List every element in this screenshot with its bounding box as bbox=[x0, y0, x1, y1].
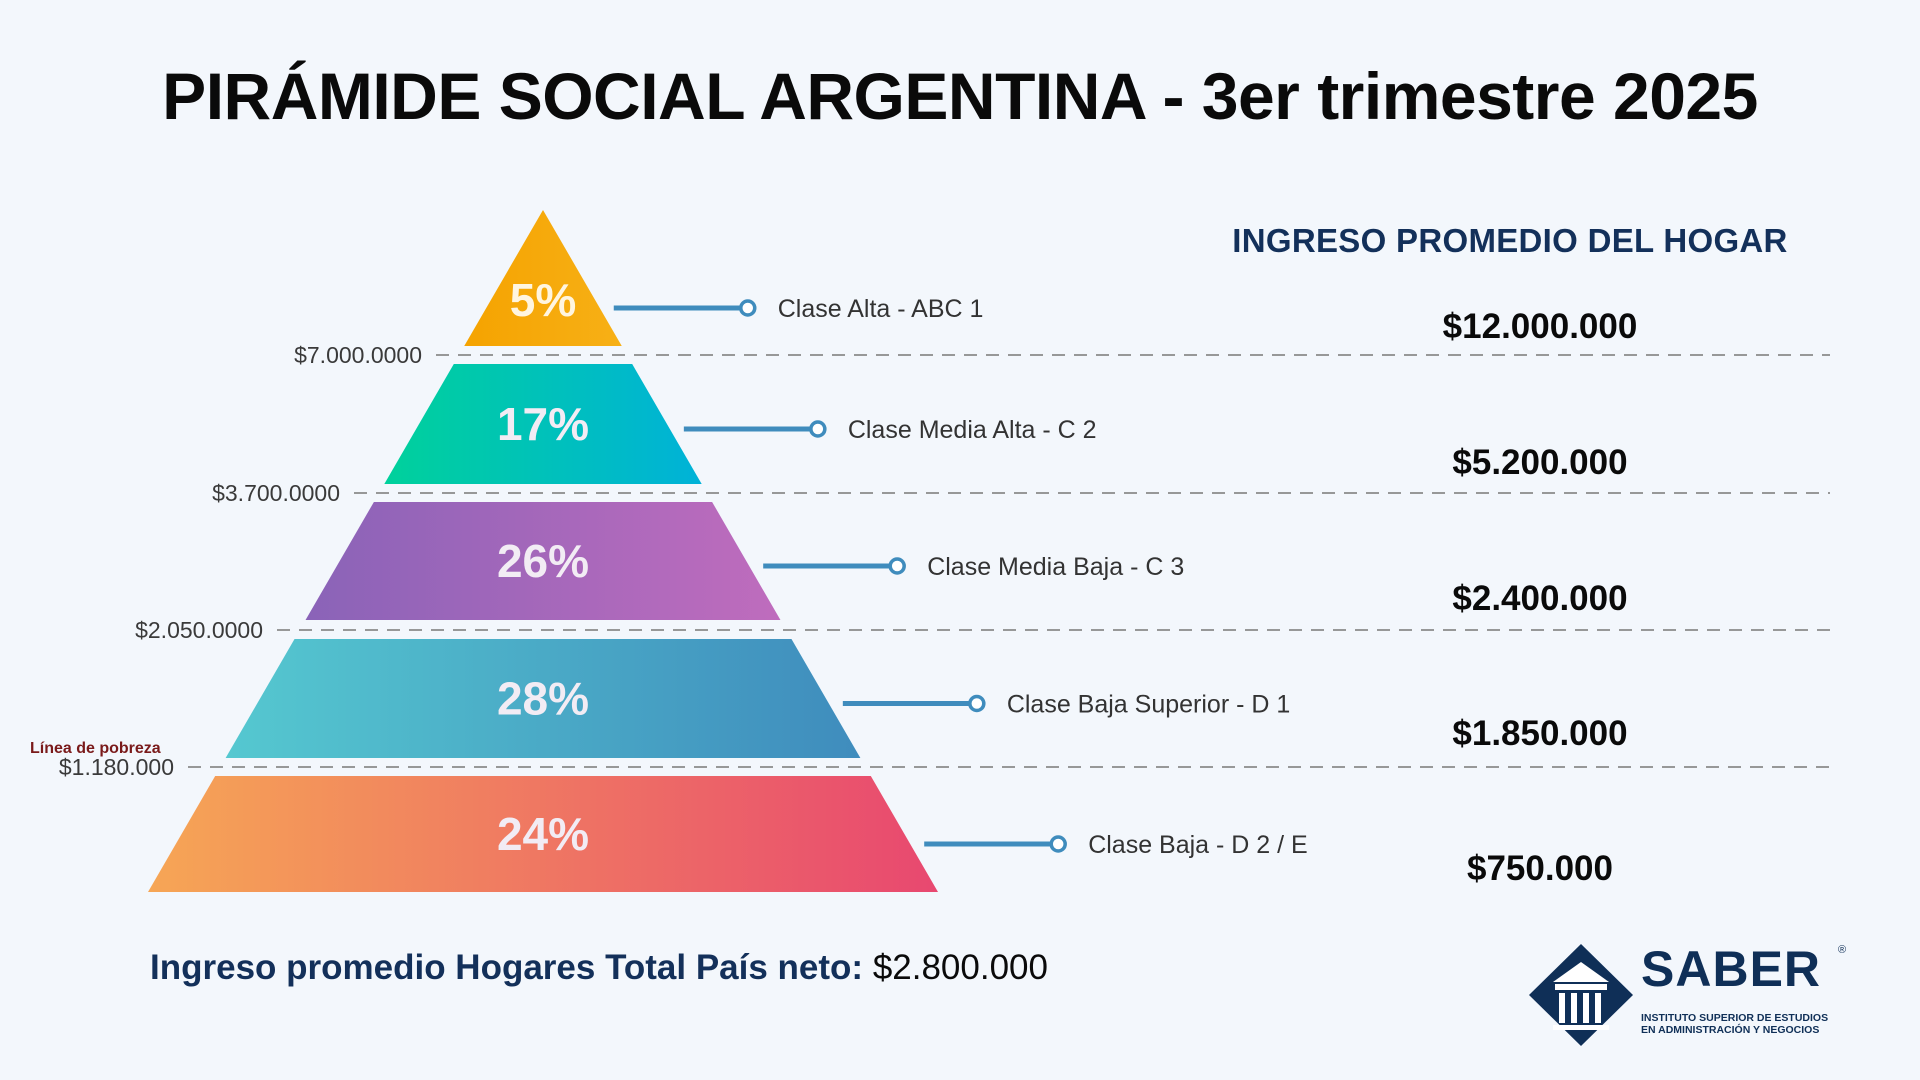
class-label: Clase Media Alta - C 2 bbox=[848, 416, 1097, 444]
logo-subtitle-line1: INSTITUTO SUPERIOR DE ESTUDIOS bbox=[1641, 1012, 1829, 1024]
pyramid-tier bbox=[384, 364, 702, 484]
income-value: $2.400.000 bbox=[1452, 579, 1627, 618]
class-label: Clase Media Baja - C 3 bbox=[927, 553, 1184, 581]
footer-label: Ingreso promedio Hogares Total País neto… bbox=[150, 948, 864, 987]
tier-percent-label: 26% bbox=[497, 535, 589, 587]
income-value: $750.000 bbox=[1467, 849, 1613, 888]
connector-dot-icon bbox=[809, 420, 827, 438]
saber-logo: SABER ® INSTITUTO SUPERIOR DE ESTUDIOS E… bbox=[1525, 940, 1855, 1050]
tier-percent-label: 17% bbox=[497, 398, 589, 450]
tier-percent-label: 28% bbox=[497, 673, 589, 725]
pyramid-tier bbox=[305, 502, 781, 620]
income-value: $12.000.000 bbox=[1443, 307, 1638, 346]
income-value: $5.200.000 bbox=[1452, 443, 1627, 482]
threshold-label: $1.180.000 bbox=[59, 754, 174, 780]
logo-name: SABER bbox=[1641, 941, 1822, 997]
footer-average-income: Ingreso promedio Hogares Total País neto… bbox=[150, 948, 1048, 988]
pyramid-tier bbox=[464, 210, 622, 346]
pyramid-tier bbox=[225, 639, 861, 758]
class-label: Clase Baja - D 2 / E bbox=[1088, 831, 1308, 859]
poverty-line-label: Línea de pobreza bbox=[30, 740, 161, 757]
connector-dot-icon bbox=[968, 694, 986, 713]
logo-registered-mark: ® bbox=[1838, 944, 1847, 956]
connector-dot-icon bbox=[739, 299, 757, 317]
tier-percent-label: 24% bbox=[497, 808, 589, 860]
page-title: PIRÁMIDE SOCIAL ARGENTINA - 3er trimestr… bbox=[162, 59, 1758, 133]
connector-dot-icon bbox=[888, 557, 906, 575]
tier-percent-label: 5% bbox=[510, 274, 576, 326]
class-label: Clase Alta - ABC 1 bbox=[778, 295, 984, 323]
class-label: Clase Baja Superior - D 1 bbox=[1007, 691, 1290, 719]
logo-subtitle-line2: EN ADMINISTRACIÓN Y NEGOCIOS bbox=[1641, 1024, 1820, 1036]
income-value: $1.850.000 bbox=[1452, 714, 1627, 753]
logo-subtitle: INSTITUTO SUPERIOR DE ESTUDIOS EN ADMINI… bbox=[1641, 1012, 1851, 1036]
threshold-label: $3.700.0000 bbox=[212, 480, 340, 506]
pyramid-tier bbox=[148, 776, 938, 892]
connector-dot-icon bbox=[1049, 835, 1067, 853]
income-header: INGRESO PROMEDIO DEL HOGAR bbox=[1232, 222, 1788, 259]
greek-temple-diamond-icon bbox=[1529, 944, 1633, 1046]
threshold-label: $7.000.0000 bbox=[294, 342, 422, 368]
footer-value: $2.800.000 bbox=[872, 948, 1048, 987]
threshold-label: $2.050.0000 bbox=[135, 617, 263, 643]
